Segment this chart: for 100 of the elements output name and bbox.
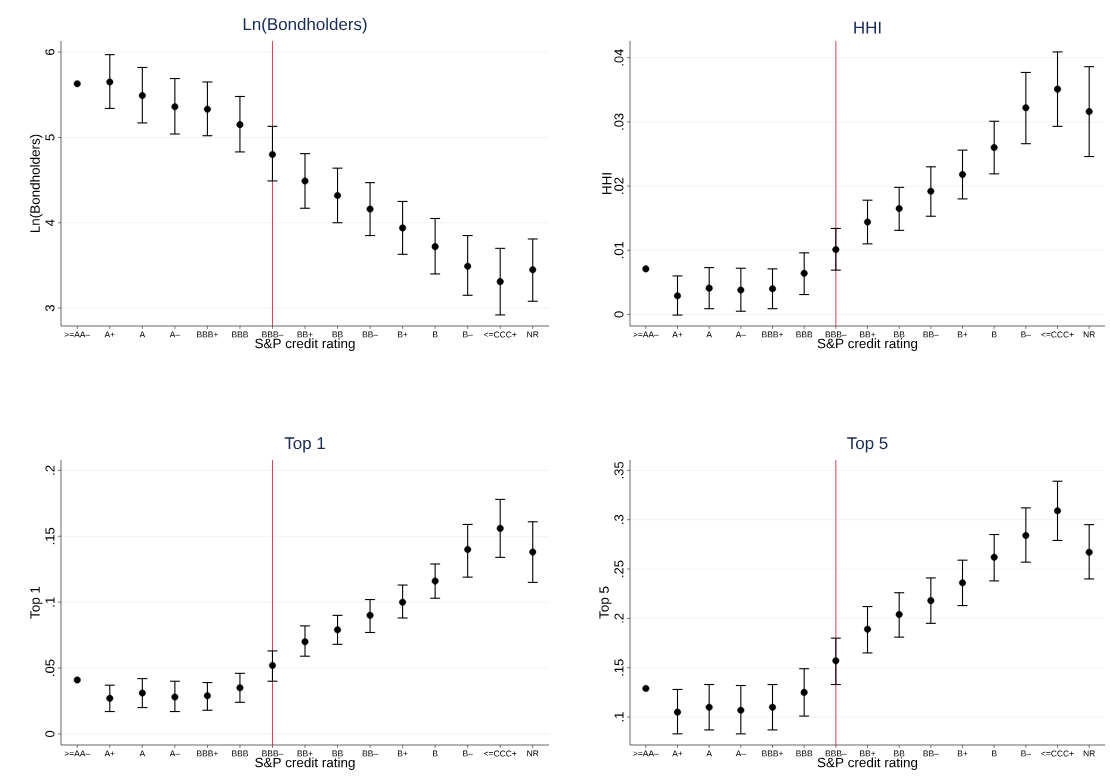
y-axis-title: Top 5 (599, 586, 612, 619)
x-tick-label: BBB (232, 331, 248, 338)
y-tick-label: .3 (614, 514, 624, 524)
x-tick-label: BBB+ (762, 750, 784, 757)
point (236, 684, 244, 692)
point (864, 625, 871, 633)
y-tick-label: .35 (614, 461, 624, 479)
point (301, 638, 309, 646)
point (431, 577, 439, 585)
point (642, 684, 650, 692)
x-tick-label: BB– (362, 750, 379, 757)
point (268, 151, 276, 158)
x-tick-label: A– (735, 331, 747, 338)
point (106, 694, 114, 702)
x-tick-label: BBB– (262, 331, 284, 338)
point (399, 598, 407, 606)
x-tick-label: B– (463, 331, 473, 338)
x-tick-label: B (992, 750, 997, 757)
x-tick-label: A– (169, 331, 181, 338)
y-tick-label: .2 (614, 613, 624, 623)
point (464, 545, 472, 553)
chart-title: Top 1 (284, 437, 325, 453)
x-tick-label: B+ (957, 750, 968, 757)
point (1054, 85, 1061, 93)
point (171, 693, 179, 701)
point (203, 105, 211, 113)
x-tick-label: B (992, 331, 997, 338)
x-tick-label: A (139, 750, 146, 757)
point (366, 611, 374, 619)
point (705, 284, 713, 292)
chart-title: HHI (854, 21, 881, 34)
point (959, 579, 966, 587)
point (959, 171, 966, 178)
y-tick-label: .15 (614, 659, 624, 676)
point (832, 657, 840, 665)
y-tick-label: .01 (614, 241, 624, 259)
y-tick-label: .03 (614, 113, 624, 130)
point (1085, 108, 1093, 116)
x-tick-label: A+ (672, 750, 683, 757)
point (990, 144, 998, 152)
x-tick-label: A+ (104, 750, 115, 757)
x-tick-label: B– (1021, 750, 1032, 757)
x-axis-title: S&P credit rating (255, 757, 355, 770)
point (334, 191, 342, 199)
x-tick-label: <=CCC+ (484, 750, 517, 757)
point (464, 262, 472, 270)
x-tick-label: BBB (232, 750, 248, 757)
x-tick-label: BBB+ (197, 331, 218, 338)
x-tick-label: BBB+ (197, 750, 218, 757)
point (529, 266, 537, 274)
x-tick-label: BB (894, 750, 905, 757)
y-axis-title: HHI (602, 173, 612, 194)
point (737, 706, 745, 714)
point (895, 610, 903, 618)
chart-title: Ln(Bondholders) (243, 17, 367, 34)
y-tick-label: .1 (614, 712, 624, 722)
x-tick-label: NR (527, 750, 539, 757)
x-tick-label: <=CCC+ (1041, 750, 1074, 757)
x-tick-label: A (139, 331, 146, 338)
point (138, 689, 146, 697)
point (73, 80, 81, 88)
point (895, 205, 903, 213)
point (399, 224, 407, 232)
x-tick-label: B+ (957, 331, 968, 338)
y-tick-label: 6 (45, 49, 55, 56)
x-tick-label: BB– (923, 331, 939, 338)
point (769, 285, 776, 293)
x-tick-label: BBB+ (762, 331, 784, 338)
x-tick-label: <=CCC+ (1041, 331, 1074, 338)
x-tick-label: NR (1083, 750, 1095, 757)
x-tick-label: BBB (796, 750, 813, 757)
x-tick-label: B (433, 750, 438, 757)
point (800, 269, 808, 277)
x-axis-title: S&P credit rating (255, 338, 355, 351)
y-tick-label: 0 (614, 311, 624, 318)
y-tick-label: .15 (45, 527, 55, 545)
y-tick-label: .1 (45, 597, 55, 607)
x-tick-label: BB (332, 331, 343, 338)
point (1085, 548, 1093, 556)
point (431, 243, 439, 251)
point (642, 265, 650, 273)
x-tick-label: BBB– (825, 750, 847, 757)
point (106, 78, 114, 86)
point (236, 121, 244, 129)
point (769, 703, 776, 711)
point (800, 688, 808, 696)
point (334, 626, 342, 634)
point (496, 524, 504, 532)
point (674, 708, 681, 716)
point (1022, 104, 1030, 112)
y-tick-label: .25 (614, 560, 624, 577)
x-tick-label: A– (169, 750, 181, 757)
x-tick-label: BBB (796, 331, 813, 338)
x-axis-title: S&P credit rating (817, 338, 918, 351)
y-tick-label: 4 (45, 219, 55, 227)
point (171, 103, 179, 111)
x-tick-label: >=AA– (64, 750, 91, 757)
point (737, 286, 745, 294)
x-tick-label: A+ (672, 331, 683, 338)
x-tick-label: BB (332, 750, 343, 757)
